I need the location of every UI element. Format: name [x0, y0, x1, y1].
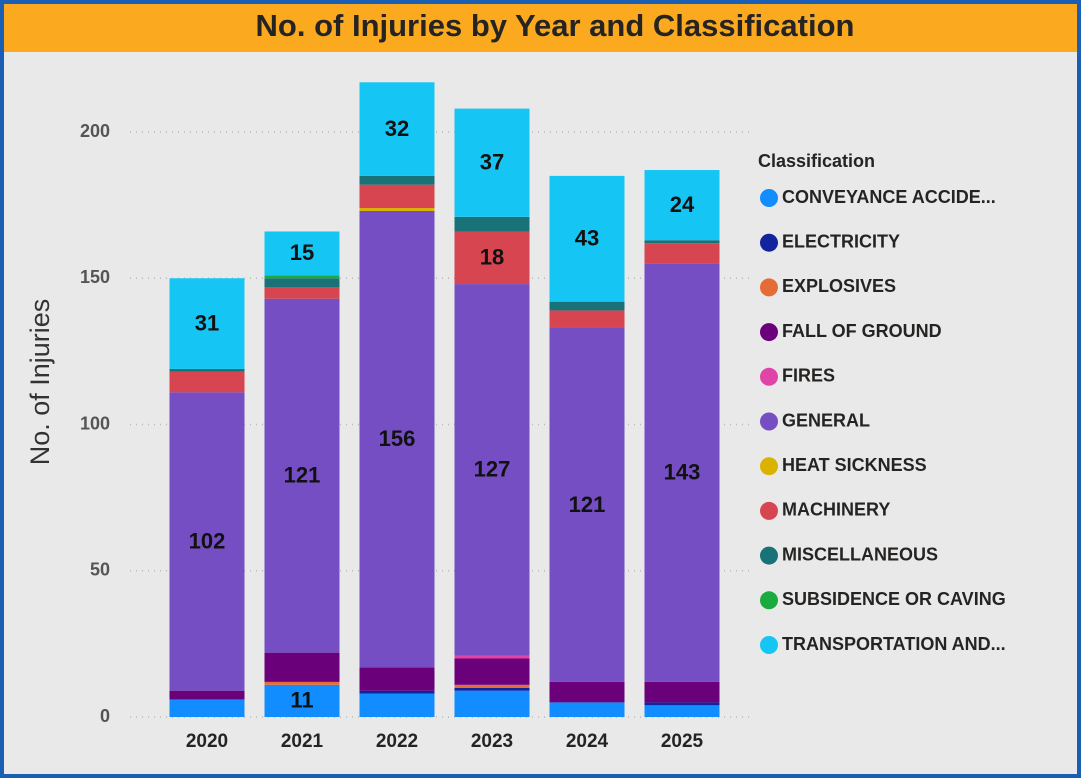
legend-marker — [760, 636, 778, 654]
legend-marker — [760, 233, 778, 252]
bar-segment — [454, 216, 530, 232]
legend-marker — [760, 323, 778, 342]
bar-segment — [359, 184, 435, 209]
bar-segment — [454, 108, 530, 217]
bar-segment — [644, 170, 720, 241]
legend-label: CONVEYANCE ACCIDE... — [782, 187, 996, 207]
legend-label: ELECTRICITY — [782, 231, 900, 251]
bar-segment — [264, 298, 340, 653]
legend-marker — [760, 367, 778, 386]
bar-segment — [359, 82, 435, 176]
legend-title: Classification — [758, 151, 875, 171]
bar-segment — [549, 681, 625, 703]
bar-segment — [359, 693, 435, 717]
legend-marker — [760, 501, 778, 520]
y-tick-label: 100 — [80, 413, 110, 433]
y-tick-label: 150 — [80, 267, 110, 287]
bar-segment — [359, 690, 435, 694]
data-label: 121 — [284, 463, 321, 488]
x-tick-label: 2022 — [376, 731, 418, 752]
x-tick-label: 2020 — [186, 731, 228, 752]
legend-label: MACHINERY — [782, 500, 890, 520]
bar-segment — [169, 392, 245, 691]
bar-segment — [169, 368, 245, 372]
bar-segment — [454, 687, 530, 691]
bar-segment — [264, 684, 340, 717]
x-tick-label: 2024 — [566, 731, 609, 752]
bar-segment — [644, 702, 720, 706]
data-label: 127 — [474, 457, 511, 482]
y-tick-label: 0 — [100, 706, 110, 726]
bar-segment — [169, 699, 245, 717]
bar-segment — [264, 287, 340, 299]
x-tick-label: 2023 — [471, 731, 513, 752]
x-tick-label: 2025 — [661, 731, 704, 752]
legend-label: MISCELLANEOUS — [782, 544, 938, 564]
bar-segment — [359, 175, 435, 185]
bar-segment — [169, 690, 245, 700]
bar-segment — [644, 705, 720, 717]
y-tick-label: 50 — [90, 560, 110, 580]
legend-marker — [760, 546, 778, 565]
data-label: 11 — [290, 688, 313, 713]
y-axis-title: No. of Injuries — [25, 299, 55, 466]
bar-segment — [454, 655, 530, 659]
x-tick-label: 2021 — [281, 731, 324, 752]
legend-marker — [760, 412, 778, 431]
data-label: 32 — [385, 116, 409, 141]
legend-label: SUBSIDENCE OR CAVING — [782, 589, 1006, 609]
data-label: 18 — [480, 245, 504, 270]
bar-segment — [359, 667, 435, 691]
bar-segment — [169, 278, 245, 369]
legend-marker — [760, 457, 778, 476]
data-label: 156 — [379, 426, 416, 451]
bar-segment — [644, 240, 720, 244]
bar-segment — [454, 658, 530, 685]
bar-segment — [454, 231, 530, 285]
legend-label: HEAT SICKNESS — [782, 455, 927, 475]
bar-segment — [454, 684, 530, 688]
bar-segment — [549, 327, 625, 682]
bar-segment — [454, 690, 530, 717]
legend-label: FIRES — [782, 366, 835, 386]
data-label: 143 — [664, 460, 701, 485]
data-label: 24 — [670, 192, 695, 217]
legend-marker — [760, 591, 778, 610]
bar-segment — [549, 301, 625, 311]
legend-label: GENERAL — [782, 410, 870, 430]
bar-segment — [264, 275, 340, 279]
bar-segment — [359, 208, 435, 211]
data-label: 31 — [195, 310, 219, 335]
bar-segment — [264, 681, 340, 685]
data-label: 102 — [189, 528, 226, 553]
bar-segment — [264, 278, 340, 288]
bar-segment — [644, 263, 720, 682]
title-bar — [4, 4, 1077, 52]
bar-segment — [644, 681, 720, 703]
bar-segment — [549, 702, 625, 717]
legend-label: TRANSPORTATION AND... — [782, 634, 1006, 654]
bar-segment — [264, 231, 340, 276]
bar-segment — [169, 371, 245, 393]
legend-label: FALL OF GROUND — [782, 321, 942, 341]
bar-segment — [359, 210, 435, 668]
bar-segment — [644, 243, 720, 264]
data-label: 121 — [569, 492, 606, 517]
legend-marker — [760, 278, 778, 297]
data-label: 43 — [575, 226, 599, 251]
bar-segment — [454, 284, 530, 656]
bar-segment — [549, 310, 625, 328]
bar-segment — [264, 652, 340, 682]
chart-title: No. of Injuries by Year and Classificati… — [256, 8, 855, 43]
legend-label: EXPLOSIVES — [782, 276, 896, 296]
legend-marker — [760, 189, 778, 207]
data-label: 15 — [290, 240, 314, 265]
y-tick-label: 200 — [80, 121, 110, 141]
data-label: 37 — [480, 150, 504, 175]
bar-segment — [549, 175, 625, 302]
